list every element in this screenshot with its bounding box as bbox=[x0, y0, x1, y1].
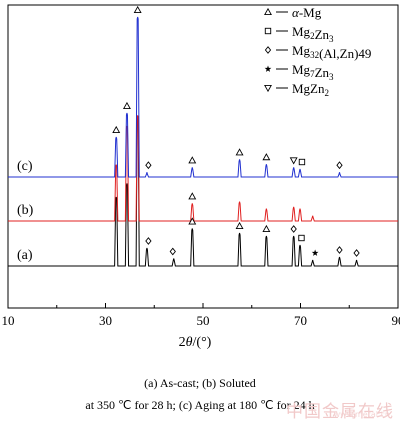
phase-marker-diamond bbox=[146, 162, 151, 168]
phase-marker-diamond bbox=[170, 248, 175, 254]
series-label: (a) bbox=[17, 248, 33, 263]
legend-label: MgZn2 bbox=[292, 81, 329, 98]
phase-marker-triangle-up bbox=[134, 7, 140, 13]
legend-marker-triangle-down bbox=[265, 85, 271, 91]
x-tick-label: 10 bbox=[2, 313, 15, 328]
phase-marker-triangle-up bbox=[189, 157, 195, 163]
phase-marker-star bbox=[312, 249, 319, 255]
series-label: (c) bbox=[17, 159, 33, 174]
legend-entry: MgZn2 bbox=[265, 81, 329, 98]
phase-marker-triangle-up bbox=[189, 193, 195, 199]
legend-label: Mg32(Al,Zn)49 bbox=[292, 43, 371, 61]
legend-label: Mg2Zn3 bbox=[292, 24, 334, 44]
watermark-url: www.metal.cn bbox=[334, 410, 390, 419]
phase-marker-diamond bbox=[291, 226, 296, 232]
legend-label: Mg7Zn3 bbox=[292, 62, 334, 82]
phase-marker-triangle-up bbox=[263, 226, 269, 232]
series-label: (b) bbox=[17, 203, 34, 218]
phase-marker-triangle-up bbox=[236, 223, 242, 229]
phase-marker-diamond bbox=[354, 250, 359, 256]
phase-marker-triangle-up bbox=[124, 103, 130, 109]
phase-marker-square bbox=[299, 159, 304, 164]
legend-label: α-Mg bbox=[292, 5, 322, 20]
legend-entry: Mg2Zn3 bbox=[265, 24, 334, 44]
phase-marker-triangle-up bbox=[263, 154, 269, 160]
phase-marker-diamond bbox=[337, 162, 342, 168]
legend-marker-triangle-up bbox=[265, 9, 271, 15]
phase-marker-diamond bbox=[146, 238, 151, 244]
phase-marker-triangle-up bbox=[113, 127, 119, 133]
x-tick-label: 50 bbox=[197, 313, 210, 328]
phase-marker-square bbox=[299, 235, 304, 240]
x-axis-label: 2θ/(°) bbox=[179, 335, 212, 350]
xrd-trace-3 bbox=[8, 17, 398, 177]
x-tick-label: 70 bbox=[294, 313, 307, 328]
phase-marker-diamond bbox=[337, 247, 342, 253]
x-tick-label: 90 bbox=[392, 313, 400, 328]
legend-entry: α-Mg bbox=[265, 5, 322, 20]
caption-line-1: (a) As-cast; (b) Soluted bbox=[0, 376, 400, 391]
legend-marker-diamond bbox=[265, 47, 270, 53]
x-tick-label: 30 bbox=[99, 313, 112, 328]
legend-entry: Mg7Zn3 bbox=[265, 62, 334, 82]
legend-marker-star bbox=[265, 65, 272, 71]
legend-entry: Mg32(Al,Zn)49 bbox=[265, 43, 371, 61]
phase-marker-triangle-down bbox=[290, 158, 296, 164]
phase-marker-triangle-up bbox=[236, 149, 242, 155]
legend-marker-square bbox=[265, 28, 270, 33]
chart-markers bbox=[113, 7, 359, 256]
xrd-chart: 10 30 50 70 90 2θ/(°) (a) (b) (c) α-Mg Mg2Zn3Mg3… bbox=[0, 0, 400, 370]
xrd-trace-1 bbox=[8, 116, 398, 266]
